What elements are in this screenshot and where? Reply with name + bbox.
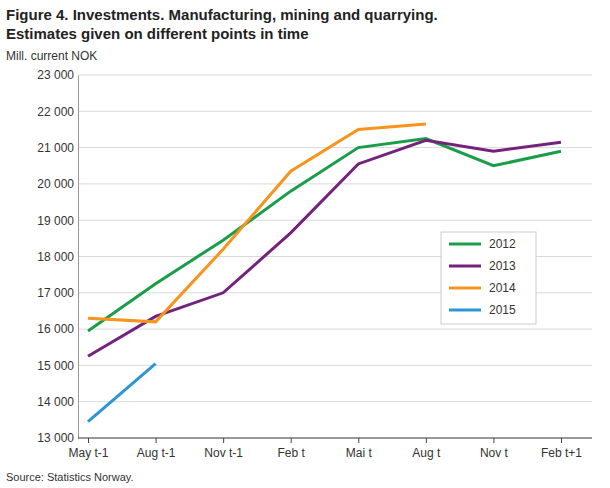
legend-label: 2015 xyxy=(489,303,516,317)
x-tick: Mai t xyxy=(346,438,373,460)
y-tick-label: 17 000 xyxy=(37,286,74,300)
y-tick-label: 15 000 xyxy=(37,359,74,373)
x-tick-label: Aug t-1 xyxy=(137,446,176,460)
y-axis: 13 000 14 000 15 000 16 000 17 000 18 000 19 0… xyxy=(37,68,78,445)
y-tick-label: 22 000 xyxy=(37,105,74,119)
y-tick: 22 000 xyxy=(37,105,78,119)
x-tick: Feb t xyxy=(278,438,306,460)
x-tick-mark xyxy=(426,438,427,443)
grid-line xyxy=(78,111,592,112)
x-tick-mark xyxy=(358,438,359,443)
y-tick-label: 19 000 xyxy=(37,214,74,228)
legend-label: 2013 xyxy=(489,259,516,273)
x-tick: Nov t-1 xyxy=(204,438,243,460)
x-tick-mark xyxy=(223,438,224,443)
title: Figure 4. Investments. Manufacturing, mi… xyxy=(6,6,438,23)
legend-swatch xyxy=(449,265,481,268)
series-line xyxy=(88,139,561,331)
legend-box xyxy=(441,232,536,324)
grid-line xyxy=(78,438,592,439)
x-axis: May t-1 Aug t-1 Nov t-1 Feb t Mai t Aug t Nov … xyxy=(68,438,592,460)
x-tick-label: Feb t xyxy=(278,446,306,460)
grid-line xyxy=(78,75,592,76)
subtitle: Estimates given on different points in t… xyxy=(6,25,309,42)
y-tick-label: 18 000 xyxy=(37,250,74,264)
y-tick-label: 13 000 xyxy=(37,431,74,445)
x-tick: Aug t xyxy=(412,438,441,460)
y-axis-label: Mill. current NOK xyxy=(6,49,97,63)
y-tick: 16 000 xyxy=(37,322,78,336)
x-tick: Nov t xyxy=(480,438,509,460)
y-tick-label: 20 000 xyxy=(37,177,74,191)
x-tick-mark xyxy=(291,438,292,443)
y-tick: 21 000 xyxy=(37,141,78,155)
plot-lines xyxy=(88,124,561,422)
x-tick-label: Nov t xyxy=(480,446,509,460)
y-tick: 17 000 xyxy=(37,286,78,300)
x-tick: May t-1 xyxy=(68,438,108,460)
legend-swatch xyxy=(449,287,481,290)
y-tick: 19 000 xyxy=(37,214,78,228)
y-tick: 15 000 xyxy=(37,359,78,373)
x-tick-mark xyxy=(156,438,157,443)
x-tick-label: May t-1 xyxy=(68,446,108,460)
x-tick-mark xyxy=(88,438,89,443)
legend-swatch xyxy=(449,243,481,246)
legend-label: 2014 xyxy=(489,281,516,295)
series-line xyxy=(88,124,426,322)
x-tick-mark xyxy=(561,438,562,443)
grid-line xyxy=(78,183,592,184)
y-axis-line xyxy=(78,76,79,439)
legend-label: 2012 xyxy=(489,237,516,251)
grid-line xyxy=(78,401,592,402)
y-tick: 18 000 xyxy=(37,250,78,264)
y-tick: 23 000 xyxy=(37,68,78,82)
legend: 2012 2013 2014 2015 xyxy=(441,232,536,324)
x-tick-label: Nov t-1 xyxy=(204,446,243,460)
grid-line xyxy=(78,220,592,221)
y-tick: 13 000 xyxy=(37,431,78,445)
y-tick-label: 16 000 xyxy=(37,322,74,336)
x-tick-mark xyxy=(493,438,494,443)
series-line xyxy=(88,140,561,356)
chart: Figure 4. Investments. Manufacturing, mi… xyxy=(0,0,610,488)
y-tick-label: 21 000 xyxy=(37,141,74,155)
y-tick-label: 14 000 xyxy=(37,395,74,409)
x-tick: Feb t+1 xyxy=(541,438,582,460)
grid-line xyxy=(78,329,592,330)
x-axis-line xyxy=(78,438,592,439)
y-tick: 14 000 xyxy=(37,395,78,409)
series-line xyxy=(88,364,156,422)
y-tick: 20 000 xyxy=(37,177,78,191)
x-tick: Aug t-1 xyxy=(137,438,176,460)
grid xyxy=(78,75,592,438)
source: Source: Statistics Norway. xyxy=(6,471,134,483)
x-tick-label: Mai t xyxy=(346,446,373,460)
legend-swatch xyxy=(449,309,481,312)
y-tick-label: 23 000 xyxy=(37,68,74,82)
x-tick-label: Aug t xyxy=(412,446,441,460)
x-tick-label: Feb t+1 xyxy=(541,446,582,460)
